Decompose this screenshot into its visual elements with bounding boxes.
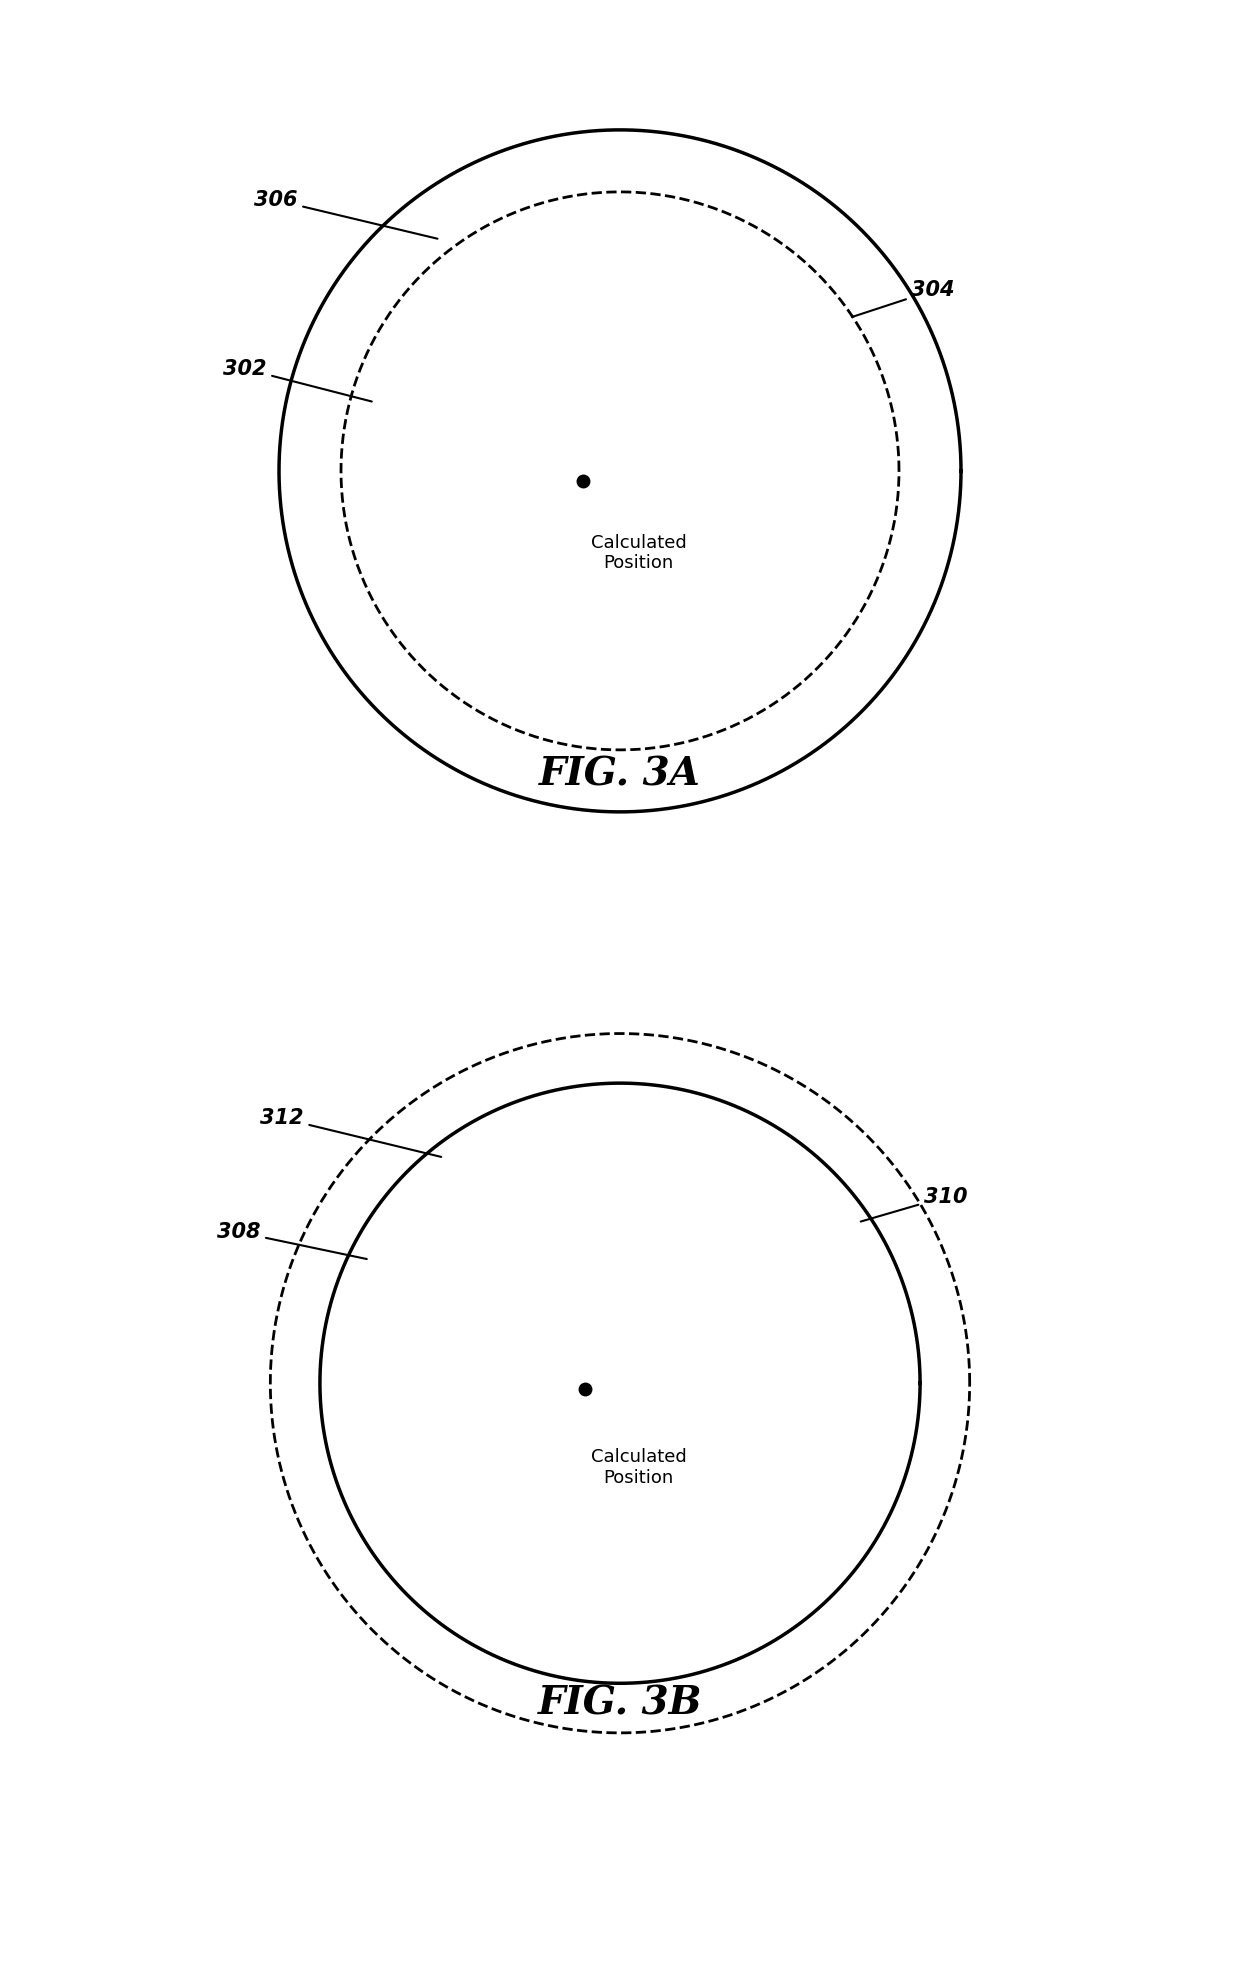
Text: 302: 302 <box>223 359 372 402</box>
Text: 306: 306 <box>254 190 438 239</box>
Text: 308: 308 <box>217 1222 367 1260</box>
Text: 304: 304 <box>852 281 955 318</box>
Text: FIG. 3A: FIG. 3A <box>539 755 701 795</box>
Text: Calculated
Position: Calculated Position <box>590 534 687 573</box>
Text: Calculated
Position: Calculated Position <box>590 1448 687 1487</box>
Text: FIG. 3B: FIG. 3B <box>538 1683 702 1723</box>
Text: 312: 312 <box>260 1109 441 1158</box>
Text: 310: 310 <box>861 1187 967 1222</box>
